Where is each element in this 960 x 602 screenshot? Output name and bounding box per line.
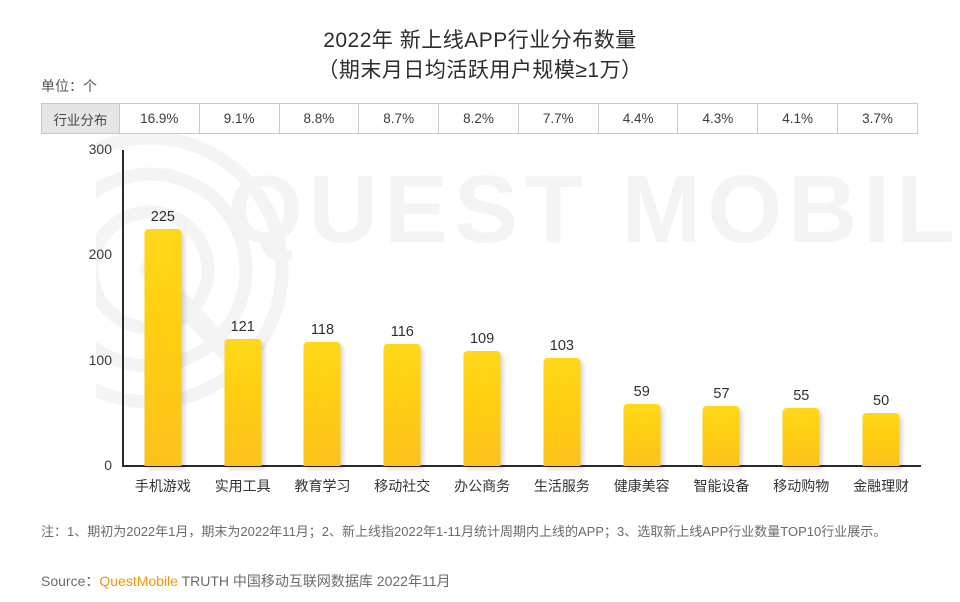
- bar-value-label: 225: [150, 209, 175, 225]
- x-axis-label-移动购物: 移动购物: [773, 478, 830, 494]
- table-cell-percent-10: 3.7%: [837, 103, 918, 134]
- bar-健康美容[interactable]: [623, 403, 661, 466]
- bar-移动购物[interactable]: [782, 408, 820, 466]
- bar-group: 50 金融理财: [841, 150, 921, 494]
- unit-label: 单位：个: [41, 78, 97, 94]
- x-axis-label-办公商务: 办公商务: [454, 478, 511, 494]
- chart-footnote: 注：1、期初为2022年1月，期末为2022年11月；2、新上线指2022年1-…: [41, 524, 887, 539]
- bar-生活服务[interactable]: [543, 357, 581, 466]
- bar-金融理财[interactable]: [862, 413, 900, 466]
- bar-group: 57 智能设备: [682, 150, 762, 494]
- bar-value-label: 57: [713, 385, 730, 402]
- bar-group: 59 健康美容: [602, 150, 682, 494]
- page-title: 2022年 新上线APP行业分布数量 （期末月日均活跃用户规模≥1万）: [0, 26, 960, 86]
- table-cell-percent-2: 9.1%: [198, 103, 280, 134]
- table-cell-percent-8: 4.3%: [677, 103, 759, 134]
- bar-手机游戏[interactable]: [144, 229, 182, 466]
- bar-chart-plot: 0 100 200 300 225 手机游戏 121 实用工具 118 教育学习 116 移动社交 1…: [41, 141, 921, 494]
- bar-group: 109 办公商务: [442, 150, 522, 494]
- table-row: 行业分布 16.9% 9.1% 8.8% 8.7% 8.2% 7.7% 4.4%…: [41, 103, 918, 134]
- x-axis-label-教育学习: 教育学习: [294, 478, 351, 494]
- y-axis-tick-100: 100: [88, 351, 112, 368]
- bar-智能设备[interactable]: [702, 405, 740, 466]
- y-axis-tick-300: 300: [88, 141, 112, 157]
- bar-value-label: 116: [390, 323, 414, 340]
- x-axis-label-实用工具: 实用工具: [214, 478, 271, 494]
- bar-group: 116 移动社交: [362, 150, 442, 494]
- x-axis-label-智能设备: 智能设备: [693, 478, 750, 494]
- x-axis-label-健康美容: 健康美容: [613, 478, 670, 494]
- bar-series: 225 手机游戏 121 实用工具 118 教育学习 116 移动社交 109 办公商务 103 生活…: [123, 150, 921, 494]
- industry-distribution-table: 行业分布 16.9% 9.1% 8.8% 8.7% 8.2% 7.7% 4.4%…: [41, 103, 918, 134]
- y-axis-tick-0: 0: [104, 457, 112, 473]
- table-cell-percent-3: 8.8%: [278, 103, 360, 134]
- x-axis-label-移动社交: 移动社交: [374, 478, 431, 494]
- table-row-header: 行业分布: [41, 103, 120, 134]
- bar-group: 55 移动购物: [761, 150, 841, 494]
- y-axis-tick-200: 200: [88, 246, 112, 263]
- table-cell-percent-5: 8.2%: [438, 103, 519, 134]
- source-line: Source：QuestMobile TRUTH 中国移动互联网数据库 2022…: [41, 571, 450, 591]
- bar-办公商务[interactable]: [463, 351, 501, 466]
- bar-value-label: 50: [873, 393, 890, 410]
- bar-value-label: 118: [310, 321, 335, 338]
- bar-value-label: 55: [793, 388, 810, 405]
- bar-group: 103 生活服务: [522, 150, 602, 494]
- title-line-2: （期末月日均活跃用户规模≥1万）: [317, 59, 643, 82]
- bar-教育学习[interactable]: [303, 341, 341, 466]
- x-axis-label-生活服务: 生活服务: [533, 478, 590, 494]
- x-axis-label-手机游戏: 手机游戏: [134, 478, 191, 494]
- table-cell-percent-7: 4.4%: [597, 103, 679, 134]
- bar-value-label: 103: [549, 337, 574, 354]
- bar-group: 118 教育学习: [283, 150, 363, 494]
- table-cell-percent-6: 7.7%: [517, 103, 599, 134]
- bar-实用工具[interactable]: [224, 338, 262, 466]
- questmobile-brand-label: QuestMobile: [99, 573, 178, 589]
- bar-group: 225 手机游戏: [123, 150, 203, 494]
- bar-value-label: 121: [230, 318, 255, 335]
- bar-value-label: 59: [633, 383, 650, 400]
- bar-group: 121 实用工具: [203, 150, 283, 494]
- x-axis-line: [122, 465, 921, 467]
- title-line-1: 2022年 新上线APP行业分布数量: [323, 29, 637, 52]
- x-axis-label-金融理财: 金融理财: [853, 478, 910, 494]
- table-cell-percent-4: 8.7%: [358, 103, 440, 134]
- bar-移动社交[interactable]: [383, 343, 421, 466]
- table-cell-percent-9: 4.1%: [757, 103, 839, 134]
- source-rest: TRUTH 中国移动互联网数据库 2022年11月: [177, 573, 451, 589]
- bar-value-label: 109: [469, 331, 495, 348]
- table-cell-percent-1: 16.9%: [118, 103, 200, 134]
- source-prefix: Source：: [41, 573, 100, 589]
